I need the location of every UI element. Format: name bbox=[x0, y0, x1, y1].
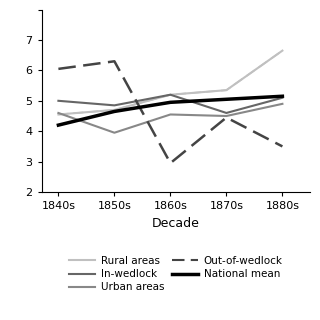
X-axis label: Decade: Decade bbox=[152, 217, 200, 229]
Legend: Rural areas, In-wedlock, Urban areas, Out-of-wedlock, National mean: Rural areas, In-wedlock, Urban areas, Ou… bbox=[65, 252, 287, 297]
